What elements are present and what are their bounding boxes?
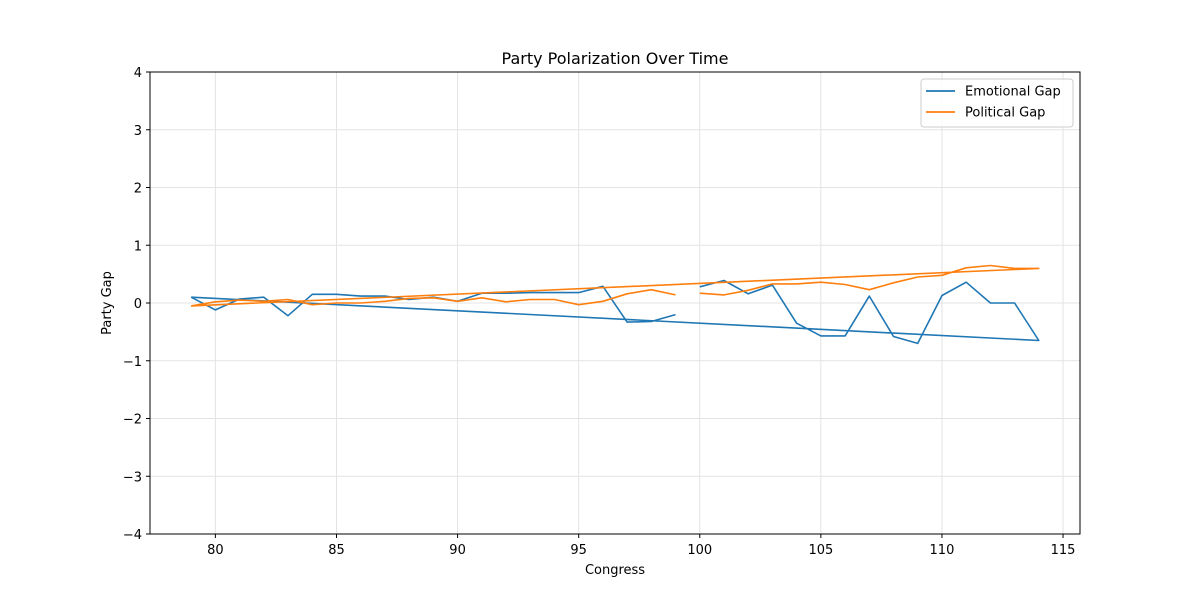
x-tick-label: 90 [449, 543, 466, 558]
chart-title: Party Polarization Over Time [502, 49, 729, 68]
y-tick-label: 3 [134, 124, 142, 139]
axis-ticks: 80 85 90 95 100 105 110 115 −4 −3 −2 −1 0 1 2 3 4 [123, 66, 1076, 558]
x-tick-label: 85 [328, 543, 345, 558]
legend-label-emotional-gap: Emotional Gap [965, 85, 1061, 100]
x-tick-label: 100 [687, 543, 712, 558]
legend: Emotional Gap Political Gap [920, 78, 1074, 128]
y-tick-label: −1 [123, 355, 142, 370]
y-tick-label: 0 [134, 297, 142, 312]
x-tick-label: 110 [930, 543, 955, 558]
plot-lines [190, 264, 1040, 345]
political-gap-line [191, 264, 1040, 307]
y-axis-title: Party Gap [100, 271, 115, 335]
legend-label-political-gap: Political Gap [965, 106, 1045, 121]
y-tick-label: −4 [123, 528, 142, 543]
political-gap-line [191, 288, 676, 307]
y-tick-label: 1 [134, 239, 142, 254]
x-tick-label: 80 [207, 543, 224, 558]
x-tick-label: 115 [1051, 543, 1076, 558]
y-tick-label: −2 [123, 413, 142, 428]
y-tick-label: 2 [134, 182, 142, 197]
x-tick-label: 105 [808, 543, 833, 558]
x-tick-label: 95 [570, 543, 587, 558]
y-tick-label: −3 [123, 470, 142, 485]
y-tick-label: 4 [134, 66, 142, 81]
emotional-gap-line [191, 279, 1040, 345]
x-axis-title: Congress [585, 563, 645, 578]
legend-box [920, 78, 1074, 128]
